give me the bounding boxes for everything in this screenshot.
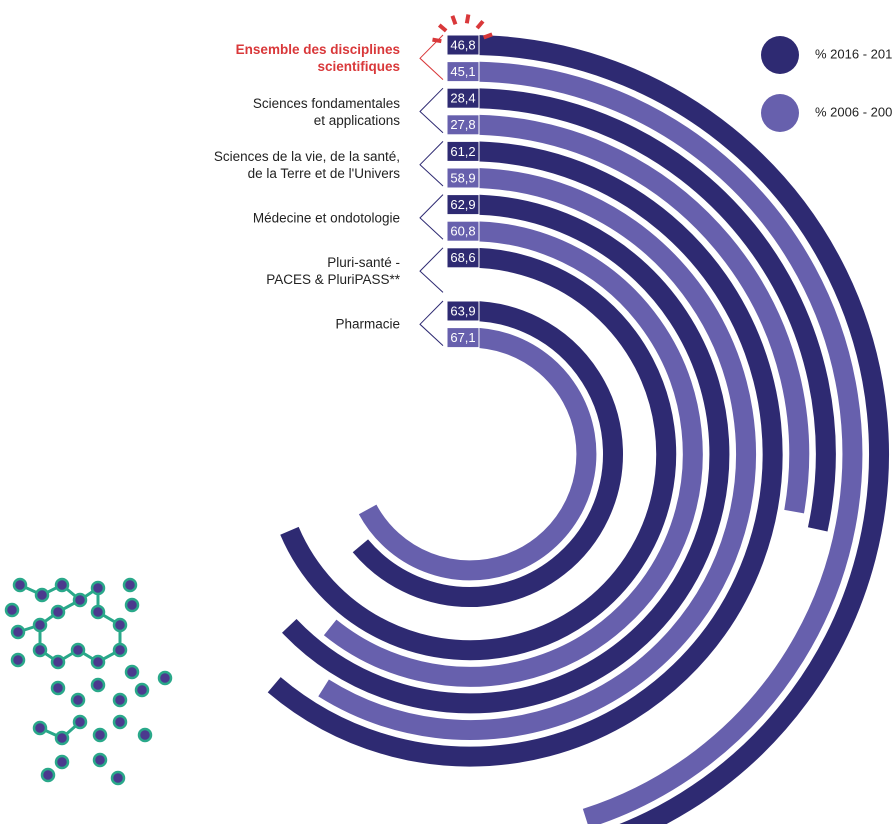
bar-arc — [267, 141, 783, 767]
highlight-dash — [432, 37, 442, 44]
value-label: 46,8 — [450, 37, 475, 52]
value-label-box — [446, 167, 480, 189]
value-label-box — [446, 87, 480, 109]
value-label: 68,6 — [450, 250, 475, 265]
bar-arc — [352, 301, 623, 607]
highlight-dashes — [432, 14, 493, 44]
category-bracket — [419, 34, 444, 80]
bar-arc — [469, 35, 889, 824]
value-label: 28,4 — [450, 91, 475, 106]
category-bracket — [419, 247, 444, 293]
highlight-dash — [464, 14, 471, 24]
value-label-box — [446, 327, 480, 349]
value-label: 62,9 — [450, 197, 475, 212]
category-label: Pharmacie — [335, 316, 400, 332]
value-label-box — [446, 247, 480, 269]
category-bracket — [419, 300, 444, 346]
legend-swatch — [761, 36, 799, 74]
category-label: Pluri-santé - PACES & PluriPASS** — [266, 255, 400, 288]
category-label: Sciences de la vie, de la santé, de la T… — [213, 148, 400, 181]
value-label-box — [446, 61, 480, 83]
value-label-box — [446, 34, 480, 56]
category-label: Sciences fondamentales et applications — [252, 95, 400, 128]
highlight-dash — [450, 15, 458, 26]
molecule-decoration — [4, 577, 173, 786]
value-label: 63,9 — [450, 303, 475, 318]
bar-arc — [358, 327, 597, 581]
bar-arc — [323, 221, 703, 687]
category-bracket — [419, 87, 444, 134]
bar-arc — [469, 61, 863, 824]
value-label: 58,9 — [450, 170, 475, 185]
category-label: Médecine et ondotologie — [252, 210, 400, 226]
bar-arc — [282, 194, 730, 714]
value-label: 67,1 — [450, 330, 475, 345]
legend-label: % 2006 - 2007 — [815, 104, 892, 119]
bar-arc — [318, 168, 756, 740]
value-label: 45,1 — [450, 64, 475, 79]
bar-arc — [469, 88, 836, 532]
highlight-dash — [475, 19, 485, 30]
category-bracket — [419, 141, 444, 187]
value-label-box — [446, 114, 480, 136]
category-label: Ensemble des disciplines scientifiques — [235, 42, 400, 75]
value-label-box — [446, 140, 480, 162]
value-label-box — [446, 300, 480, 322]
value-label: 61,2 — [450, 144, 475, 159]
bar-arc — [469, 114, 810, 514]
value-label-box — [446, 194, 480, 216]
value-label: 27,8 — [450, 117, 475, 132]
legend-swatch — [761, 94, 799, 132]
legend-label: % 2016 - 2017 — [815, 46, 892, 61]
highlight-dash — [437, 23, 448, 33]
highlight-dash — [482, 32, 493, 40]
value-label-box — [446, 220, 480, 242]
value-label: 60,8 — [450, 224, 475, 239]
bar-arc — [280, 247, 677, 661]
category-bracket — [419, 194, 444, 240]
